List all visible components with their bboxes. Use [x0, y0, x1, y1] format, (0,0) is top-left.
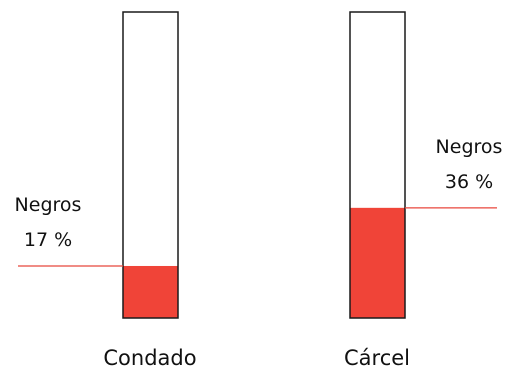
- bar-fill-condado: [123, 265, 178, 318]
- annotation-value-carcel: 36 %: [445, 171, 493, 193]
- bar-group-carcel: Negros 36 % Cárcel: [344, 11, 503, 368]
- annotation-value-condado: 17 %: [24, 229, 72, 251]
- category-label-condado: Condado: [103, 346, 196, 368]
- annotation-label-carcel: Negros: [436, 136, 503, 158]
- bar-outline-carcel: [349, 11, 406, 319]
- bar-group-condado: Negros 17 % Condado: [15, 11, 197, 368]
- bar-fill-carcel: [350, 207, 405, 318]
- annotation-label-condado: Negros: [15, 194, 82, 216]
- category-label-carcel: Cárcel: [344, 346, 410, 368]
- bar-outline-condado: [122, 11, 179, 319]
